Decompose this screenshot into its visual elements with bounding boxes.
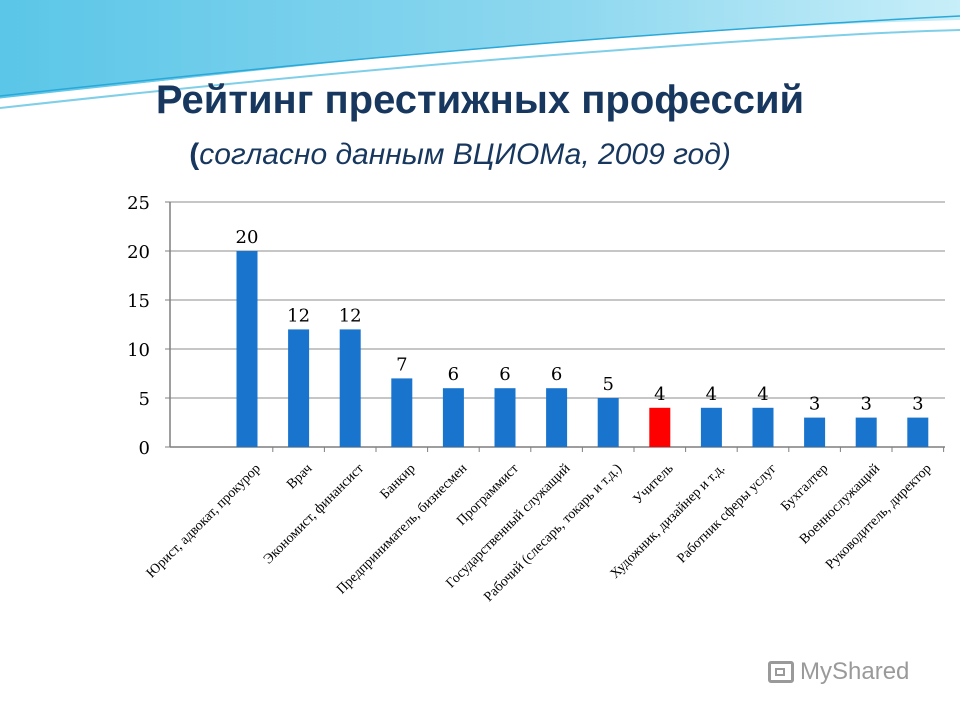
data-label: 6 xyxy=(551,364,562,385)
watermark-text: MyShared xyxy=(800,658,910,685)
decorative-wave-header xyxy=(0,0,960,109)
data-label: 6 xyxy=(499,364,510,385)
bar xyxy=(752,407,774,447)
bar xyxy=(649,407,671,447)
bar xyxy=(391,378,413,447)
data-label: 7 xyxy=(396,354,407,375)
y-tick-label: 0 xyxy=(139,438,150,459)
page-subtitle: (согласно данным ВЦИОМа, 2009 год) xyxy=(0,138,940,172)
x-category-label: Руководитель, директор xyxy=(823,461,935,573)
bar xyxy=(236,251,258,447)
bar xyxy=(597,398,619,447)
bar xyxy=(339,329,361,447)
y-tick-label: 25 xyxy=(127,193,150,214)
data-label: 5 xyxy=(602,374,613,395)
data-label: 3 xyxy=(809,394,820,415)
y-tick-label: 15 xyxy=(127,291,150,312)
y-tick-label: 20 xyxy=(127,242,150,263)
bar xyxy=(804,417,826,447)
data-label: 6 xyxy=(448,364,459,385)
subtitle-paren: ( xyxy=(189,138,200,171)
x-category-label: Работник сферы услуг xyxy=(675,461,780,566)
x-category-label: Банкир xyxy=(378,461,419,502)
bar xyxy=(907,417,929,447)
bar xyxy=(442,388,464,447)
x-category-label: Учитель xyxy=(631,461,677,507)
data-label: 12 xyxy=(339,305,362,326)
watermark: MyShared xyxy=(768,658,909,686)
y-tick-label: 5 xyxy=(139,389,150,410)
data-label: 20 xyxy=(236,227,259,248)
data-label: 4 xyxy=(706,384,717,405)
y-tick-label: 10 xyxy=(127,340,150,361)
data-label: 4 xyxy=(654,384,665,405)
bar xyxy=(288,329,310,447)
bar xyxy=(700,407,722,447)
x-category-label: Бухгалтер xyxy=(778,461,831,514)
x-category-label: Экономист, финансист xyxy=(261,461,367,567)
data-label: 12 xyxy=(287,305,310,326)
bar xyxy=(855,417,877,447)
data-label: 3 xyxy=(860,394,871,415)
subtitle-text: согласно данным ВЦИОМа, 2009 год) xyxy=(199,138,731,171)
presentation-logo-icon xyxy=(768,661,794,683)
bar xyxy=(494,388,516,447)
bar xyxy=(546,388,568,447)
x-category-label: Юрист, адвокат, прокурор xyxy=(144,461,264,581)
x-category-label: Врач xyxy=(284,461,315,492)
page-title: Рейтинг престижных профессий xyxy=(155,78,805,122)
data-label: 3 xyxy=(912,394,923,415)
data-label: 4 xyxy=(757,384,768,405)
